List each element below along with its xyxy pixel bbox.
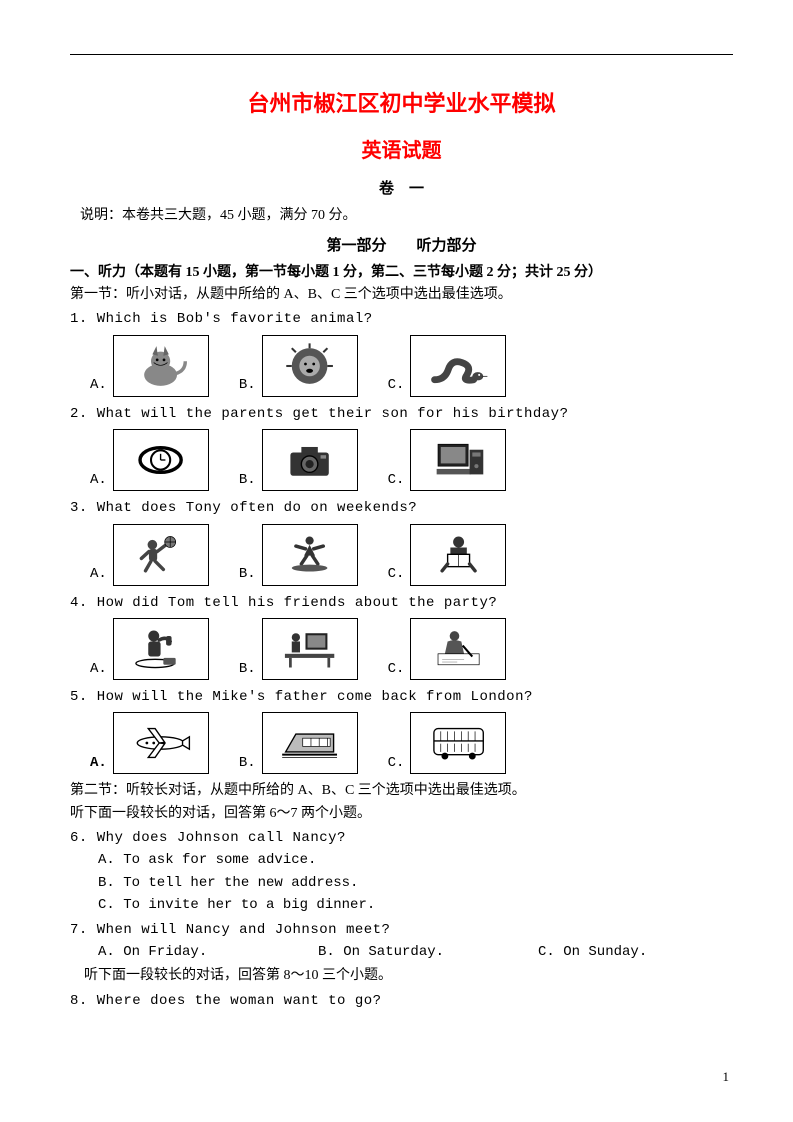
camera-icon: [262, 429, 358, 491]
part-b: 听力部分: [417, 238, 477, 254]
q4-a-label: A.: [90, 658, 107, 680]
basketball-icon: [113, 524, 209, 586]
computer-desk-icon: [262, 618, 358, 680]
q2-opt-b: B.: [239, 429, 358, 491]
q7-text: 7. When will Nancy and Johnson meet?: [70, 919, 733, 941]
snake-icon: [410, 335, 506, 397]
q2-options: A. B. C.: [70, 429, 733, 491]
q1-options: A. B. C.: [70, 335, 733, 397]
q3-a-label: A.: [90, 563, 107, 585]
watch-icon: [113, 429, 209, 491]
q3-c-label: C.: [388, 563, 405, 585]
cat-icon: [113, 335, 209, 397]
q2-a-label: A.: [90, 469, 107, 491]
q8-text: 8. Where does the woman want to go?: [70, 990, 733, 1012]
q2-c-label: C.: [388, 469, 405, 491]
part-a: 第一部分: [326, 238, 386, 254]
lead-8-10: 听下面一段较长的对话，回答第 8～10 三个小题。: [70, 965, 733, 987]
lion-icon: [262, 335, 358, 397]
q6-b: B. To tell her the new address.: [70, 872, 733, 894]
q1-opt-b: B.: [239, 335, 358, 397]
q1-text: 1. Which is Bob's favorite animal?: [70, 308, 733, 330]
q6-c: C. To invite her to a big dinner.: [70, 894, 733, 916]
q4-c-label: C.: [388, 658, 405, 680]
q3-options: A. B. C.: [70, 524, 733, 586]
q4-opt-a: A.: [90, 618, 209, 680]
exam-subtitle: 英语试题: [70, 135, 733, 167]
section2-sub: 第二节：听较长对话，从题中所给的 A、B、C 三个选项中选出最佳选项。: [70, 780, 733, 802]
q3-opt-b: B.: [239, 524, 358, 586]
q5-options: A. B. C.: [70, 712, 733, 774]
q1-a-label: A.: [90, 374, 107, 396]
q5-opt-b: B.: [239, 712, 358, 774]
q1-c-label: C.: [388, 374, 405, 396]
computer-icon: [410, 429, 506, 491]
paper-instructions: 说明：本卷共三大题，45 小题，满分 70 分。: [70, 205, 733, 227]
q3-text: 3. What does Tony often do on weekends?: [70, 497, 733, 519]
q1-opt-a: A.: [90, 335, 209, 397]
writing-icon: [410, 618, 506, 680]
q2-b-label: B.: [239, 469, 256, 491]
q5-opt-a: A.: [90, 712, 209, 774]
q5-c-label: C.: [388, 752, 405, 774]
q4-text: 4. How did Tom tell his friends about th…: [70, 592, 733, 614]
page-number: 1: [723, 1067, 730, 1088]
q6-text: 6. Why does Johnson call Nancy?: [70, 827, 733, 849]
section1-sub: 第一节：听小对话，从题中所给的 A、B、C 三个选项中选出最佳选项。: [70, 284, 733, 306]
q2-opt-c: C.: [388, 429, 507, 491]
lead-6-7: 听下面一段较长的对话，回答第 6～7 两个小题。: [70, 803, 733, 825]
reading-icon: [410, 524, 506, 586]
paper-part-label: 卷 一: [70, 177, 733, 201]
q5-b-label: B.: [239, 752, 256, 774]
q3-opt-c: C.: [388, 524, 507, 586]
plane-icon: [113, 712, 209, 774]
q3-opt-a: A.: [90, 524, 209, 586]
q4-options: A. B. C.: [70, 618, 733, 680]
train-icon: [262, 712, 358, 774]
q3-b-label: B.: [239, 563, 256, 585]
q1-b-label: B.: [239, 374, 256, 396]
q7-c: C. On Sunday.: [538, 941, 758, 963]
q5-text: 5. How will the Mike's father come back …: [70, 686, 733, 708]
q1-opt-c: C.: [388, 335, 507, 397]
q7-options: A. On Friday. B. On Saturday. C. On Sund…: [70, 941, 733, 963]
exam-title: 台州市椒江区初中学业水平模拟: [70, 86, 733, 121]
q2-text: 2. What will the parents get their son f…: [70, 403, 733, 425]
section1-heading: 一、听力（本题有 15 小题，第一节每小题 1 分，第二、三节每小题 2 分；共…: [70, 262, 733, 284]
bus-icon: [410, 712, 506, 774]
q7-b: B. On Saturday.: [318, 941, 538, 963]
skateboard-icon: [262, 524, 358, 586]
q5-opt-c: C.: [388, 712, 507, 774]
q4-b-label: B.: [239, 658, 256, 680]
q6-a: A. To ask for some advice.: [70, 849, 733, 871]
part-heading: 第一部分 听力部分: [70, 234, 733, 258]
page-top-rule: [70, 54, 733, 55]
q7-a: A. On Friday.: [98, 941, 318, 963]
phone-icon: [113, 618, 209, 680]
q4-opt-c: C.: [388, 618, 507, 680]
q5-a-label: A.: [90, 752, 107, 774]
q2-opt-a: A.: [90, 429, 209, 491]
q4-opt-b: B.: [239, 618, 358, 680]
